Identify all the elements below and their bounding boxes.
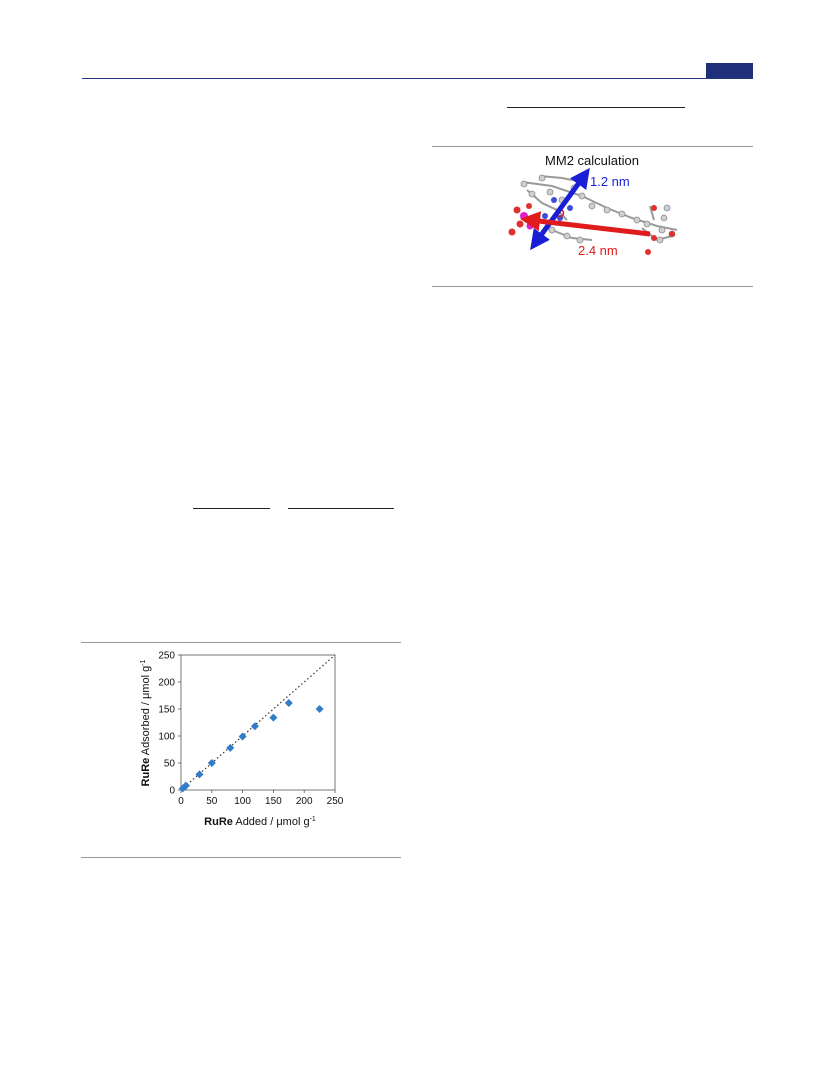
x-axis-label-sup: -1	[310, 816, 316, 823]
x-tick-label: 0	[178, 796, 184, 807]
underline-link	[507, 107, 685, 108]
data-point	[207, 759, 216, 767]
y-tick-label: 0	[169, 786, 175, 797]
y-tick-labels: 0 50 100 150 200 250	[158, 651, 181, 797]
x-axis-label: RuRe Added / μmol g-1	[204, 816, 316, 828]
plot-frame	[180, 654, 336, 791]
y-axis-label-bold: RuRe	[140, 758, 152, 787]
x-tick-label: 50	[206, 796, 218, 807]
y-tick-label: 250	[158, 651, 175, 662]
long-axis-label: 2.4 nm	[578, 243, 618, 258]
data-point	[250, 722, 259, 731]
underline-link	[288, 508, 394, 509]
y-tick-label: 50	[164, 759, 176, 770]
mm2-figure: MM2 calculation	[508, 153, 678, 258]
short-axis-label: 1.2 nm	[590, 174, 630, 189]
page-number-tab	[706, 63, 753, 78]
x-tick-labels: 0 50 100 150 200 250	[178, 790, 344, 807]
data-points	[178, 699, 324, 793]
reference-line	[180, 654, 336, 791]
data-point	[181, 781, 190, 790]
plot-area	[180, 654, 336, 791]
chart-frame-top	[81, 642, 401, 643]
y-axis-label: RuRe Adsorbed / μmol g-1	[140, 659, 152, 786]
figure-frame-top	[432, 146, 753, 147]
data-point	[195, 770, 204, 779]
underline-link	[193, 508, 270, 509]
x-tick-label: 150	[265, 796, 282, 807]
data-point	[226, 743, 235, 752]
data-point	[238, 732, 247, 741]
figure-frame-bottom	[432, 286, 753, 287]
y-tick-label: 100	[158, 732, 175, 743]
x-tick-label: 100	[234, 796, 251, 807]
y-axis-label-sup: -1	[140, 659, 147, 665]
data-point	[284, 699, 293, 708]
data-point	[315, 705, 324, 713]
y-tick-label: 150	[158, 705, 175, 716]
data-point	[269, 713, 278, 722]
x-axis-label-text: Added / μmol g	[233, 816, 310, 828]
long-axis-arrow	[520, 211, 651, 237]
x-tick-label: 250	[327, 796, 344, 807]
x-axis-label-bold: RuRe	[204, 816, 233, 828]
y-tick-label: 200	[158, 678, 175, 689]
chart-frame-bottom	[81, 857, 401, 858]
x-tick-label: 200	[296, 796, 313, 807]
short-axis-arrow	[530, 167, 590, 251]
adsorption-chart: 0 50 100 150 200 250 0 50 100 150 200 250 RuRe Add…	[140, 651, 344, 829]
mm2-title: MM2 calculation	[545, 153, 639, 168]
y-axis-label-text: Adsorbed / μmol g	[140, 666, 152, 758]
header-rule	[82, 78, 753, 79]
